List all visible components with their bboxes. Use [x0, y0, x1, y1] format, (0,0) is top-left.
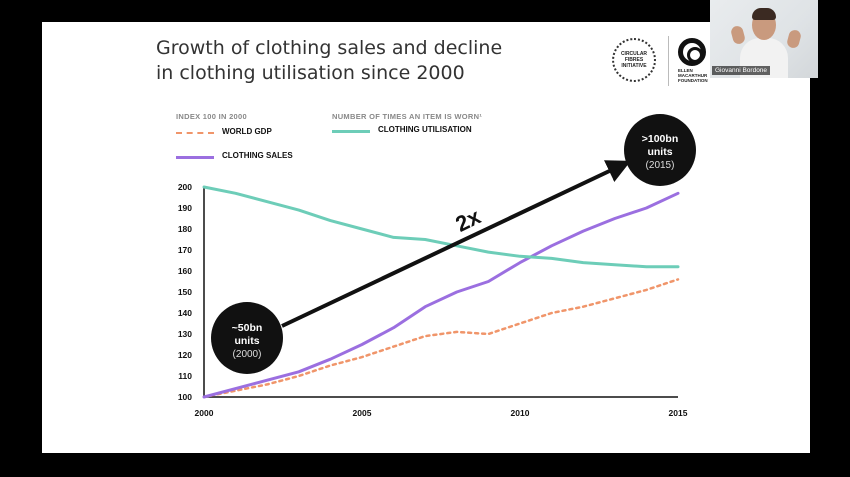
webcam-tile[interactable]: Giovanni Bordone	[710, 0, 818, 78]
y-tick-label: 170	[178, 245, 192, 255]
line-chart: 100 110 120 130 140 150 160 170 180 190 200 2000 200…	[178, 114, 696, 418]
title-line-2: in clothing utilisation since 2000	[156, 62, 465, 84]
presenter-hair	[752, 8, 776, 20]
series-line-clothing-sales	[202, 191, 680, 399]
emf-ring-icon	[678, 38, 706, 66]
slide: Growth of clothing sales and decline in …	[42, 22, 810, 453]
cti-logo-text: CIRCULAR FIBRES INITIATIVE	[620, 51, 648, 69]
x-tick-label: 2015	[669, 408, 688, 418]
emf-logo-text: ELLEN MACARTHUR FOUNDATION	[678, 68, 708, 83]
end-bubble-line-1: >100bn	[642, 133, 678, 145]
participant-name-label: Giovanni Bordone	[712, 66, 771, 75]
circular-fibres-logo: CIRCULAR FIBRES INITIATIVE	[612, 38, 656, 82]
start-bubble	[211, 302, 283, 374]
clothing-utilisation-swatch	[332, 130, 370, 133]
logo-divider	[668, 36, 669, 86]
world-gdp-swatch	[176, 132, 214, 134]
legend-left-header: INDEX 100 IN 2000	[176, 112, 247, 121]
growth-arrow	[281, 160, 631, 328]
legend-clothing-utilisation: CLOTHING UTILISATION	[378, 125, 472, 134]
start-bubble-line-1: ~50bn	[232, 322, 263, 334]
y-tick-label: 160	[178, 266, 192, 276]
y-tick-label: 100	[178, 392, 192, 402]
ellen-macarthur-logo: ELLEN MACARTHUR FOUNDATION	[676, 38, 716, 90]
start-bubble-line-3: (2000)	[233, 349, 262, 360]
series-line-clothing-utilisation	[202, 185, 680, 269]
series-line-world-gdp	[202, 278, 680, 399]
legend-right-header: NUMBER OF TIMES AN ITEM IS WORN¹	[332, 112, 483, 121]
x-tick-label: 2000	[195, 408, 214, 418]
legend-clothing-sales: CLOTHING SALES	[222, 151, 293, 160]
title-line-1: Growth of clothing sales and decline	[156, 37, 503, 59]
page-title: Growth of clothing sales and decline in …	[156, 36, 576, 86]
y-tick-label: 120	[178, 350, 192, 360]
legend-world-gdp: WORLD GDP	[222, 127, 272, 136]
y-tick-label: 180	[178, 224, 192, 234]
x-tick-label: 2010	[511, 408, 530, 418]
clothing-sales-swatch	[176, 156, 214, 159]
y-tick-label: 190	[178, 203, 192, 213]
presenter-right-hand	[785, 28, 803, 50]
end-bubble-line-3: (2015)	[646, 160, 675, 171]
presenter-left-hand	[729, 24, 747, 46]
y-tick-label: 140	[178, 308, 192, 318]
y-tick-label: 150	[178, 287, 192, 297]
start-bubble-line-2: units	[234, 335, 259, 347]
x-tick-label: 2005	[353, 408, 372, 418]
end-bubble	[624, 114, 696, 186]
y-tick-label: 110	[178, 371, 192, 381]
y-tick-label: 200	[178, 182, 192, 192]
y-tick-label: 130	[178, 329, 192, 339]
end-bubble-line-2: units	[647, 146, 672, 158]
